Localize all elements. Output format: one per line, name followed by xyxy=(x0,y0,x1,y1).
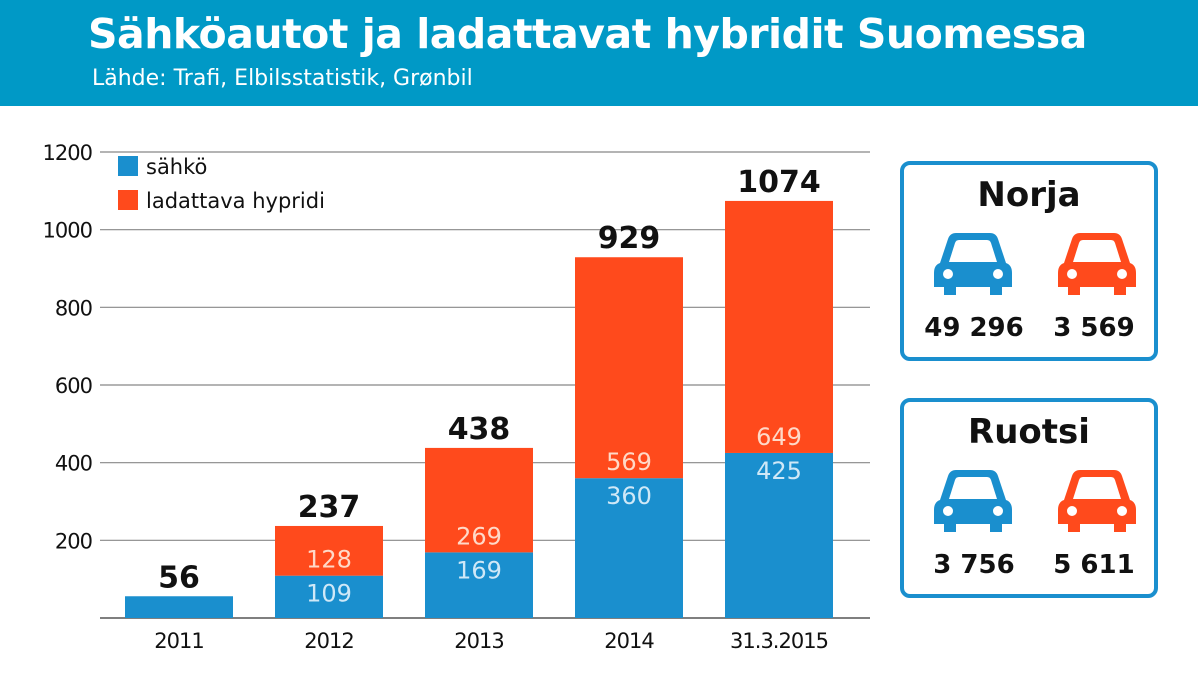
hybrid-car-icon xyxy=(1058,233,1136,295)
bar-hybrid-31.3.2015 xyxy=(725,200,833,453)
electric-car-icon xyxy=(934,233,1012,295)
x-category-label: 31.3.2015 xyxy=(730,629,828,653)
electric-value-label: 169 xyxy=(456,556,502,584)
y-tick-label: 800 xyxy=(55,296,92,320)
bar-electric-2012 xyxy=(275,575,383,618)
hybrid-value-label: 269 xyxy=(456,522,502,550)
total-value-label: 1074 xyxy=(737,165,821,200)
bar-electric-31.3.2015 xyxy=(725,452,833,618)
hybrid-car-icon xyxy=(1058,470,1136,532)
page-title: Sähköautot ja ladattavat hybridit Suomes… xyxy=(88,10,1087,58)
country-card-ruotsi: Ruotsi 3 756 5 611 xyxy=(900,398,1158,598)
stacked-bar-chart: 200 400 600 800 1000 1200 56 2011 109 128 237 2012 1… xyxy=(43,141,870,653)
electric-value-label: 360 xyxy=(606,482,652,510)
legend-label-hybrid: ladattava hypridi xyxy=(146,189,325,213)
x-category-label: 2011 xyxy=(154,629,203,653)
y-tick-label: 1000 xyxy=(43,219,92,243)
y-tick-label: 1200 xyxy=(43,141,92,165)
country-card-norja: Norja 49 296 3 569 xyxy=(900,161,1158,361)
total-value-label: 56 xyxy=(158,560,200,595)
electric-count: 49 296 xyxy=(924,313,1024,343)
total-value-label: 929 xyxy=(598,221,661,256)
hybrid-value-label: 569 xyxy=(606,448,652,476)
legend-swatch-electric xyxy=(118,156,138,176)
source-line: Lähde: Trafi, Elbilsstatistik, Grønbil xyxy=(92,66,473,91)
country-name: Ruotsi xyxy=(968,412,1090,452)
y-tick-label: 600 xyxy=(55,374,92,398)
x-category-label: 2013 xyxy=(454,629,503,653)
hybrid-count: 5 611 xyxy=(1053,550,1135,580)
hybrid-value-label: 649 xyxy=(756,423,802,451)
bar-hybrid-2014 xyxy=(575,257,683,479)
bar-electric-2011 xyxy=(125,596,233,618)
electric-count: 3 756 xyxy=(933,550,1015,580)
electric-value-label: 425 xyxy=(756,457,802,485)
bar-hybrid-2012 xyxy=(275,525,383,576)
bar-hybrid-2013 xyxy=(425,447,533,553)
bar-electric-2013 xyxy=(425,552,533,618)
header-banner: Sähköautot ja ladattavat hybridit Suomes… xyxy=(0,0,1198,106)
y-tick-label: 200 xyxy=(55,529,92,553)
hybrid-count: 3 569 xyxy=(1053,313,1135,343)
legend-label-electric: sähkö xyxy=(146,155,207,179)
total-value-label: 438 xyxy=(448,412,511,447)
bar-electric-2014 xyxy=(575,478,683,618)
total-value-label: 237 xyxy=(298,490,361,525)
y-tick-label: 400 xyxy=(55,452,92,476)
legend-swatch-hybrid xyxy=(118,190,138,210)
country-name: Norja xyxy=(977,175,1081,215)
electric-value-label: 109 xyxy=(306,580,352,608)
x-category-label: 2012 xyxy=(304,629,353,653)
x-category-label: 2014 xyxy=(604,629,654,653)
electric-car-icon xyxy=(934,470,1012,532)
hybrid-value-label: 128 xyxy=(306,546,352,574)
